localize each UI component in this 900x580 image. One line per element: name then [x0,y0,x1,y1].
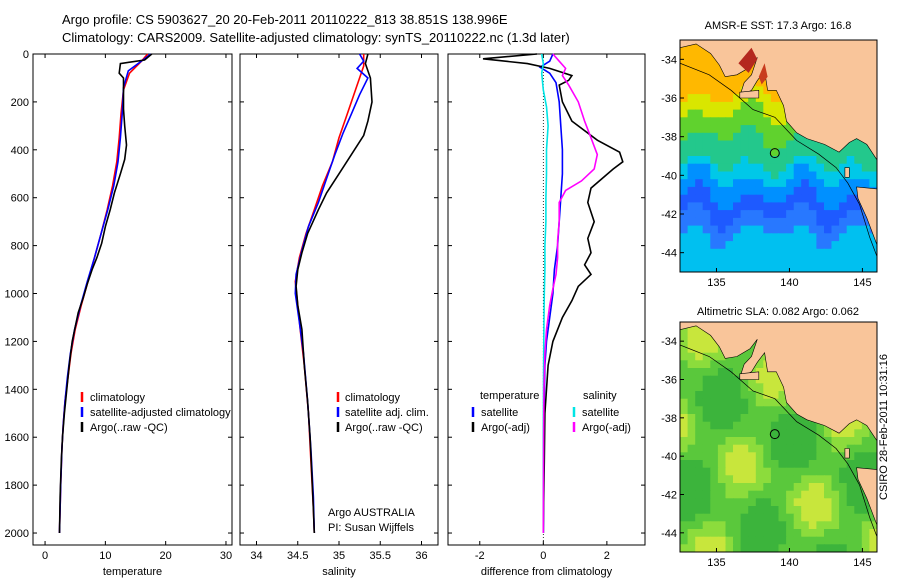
depth-tick-label: 1000 [5,289,29,301]
sst-map-frame [679,39,878,273]
sla-map-title: Altimetric SLA: 0.082 Argo: 0.062 [696,306,860,318]
depth-tick-label: 600 [11,193,29,205]
sla-map-tasmania [856,467,877,526]
sst-map-ytick-label: -40 [661,170,677,182]
legend-label: Argo(-adj) [481,422,530,434]
legend-label: satellite-adjusted climatology [90,407,231,419]
sla-map-ytick-label: -34 [661,336,677,348]
depth-tick-label: 0 [23,49,29,61]
legend-label: Argo(-adj) [582,422,631,434]
sst-map-ytick-label: -34 [661,54,677,66]
legend-label: Argo(..raw -QC) [345,422,423,434]
difference-series-salinity-argo-adj- [542,53,599,534]
salinity-series-argo-raw-qc- [295,53,373,534]
profile-title: Argo profile: CS 5903627_20 20-Feb-2011 … [62,12,508,27]
sla-map-argo-marker [769,429,780,440]
difference-xtick-label: -2 [475,550,485,562]
salinity-xtick-label: 35.5 [370,550,391,562]
legend-label: Argo(..raw -QC) [90,422,168,434]
sst-map: 135 140 145 -34 -36 -38 -40 -42 -44 [661,39,878,289]
difference-plot: -2 0 2 difference from climatology temperatu… [447,53,646,578]
sla-map-xtick-label: 145 [853,557,871,569]
sst-map-tasmania [856,186,877,246]
warm-gulf-water [738,47,758,73]
sst-map-field [680,40,877,272]
salinity-xtick-label: 35 [333,550,345,562]
sla-map-frame [679,321,878,553]
legend-label: satellite adj. clim. [345,407,429,419]
sst-map-shelf-contour [680,62,877,257]
temperature-xtick-label: 20 [160,550,172,562]
difference-series-salinity-satellite [540,53,549,533]
salinity-xtick-label: 34 [250,550,262,562]
temperature-xtick-label: 0 [42,550,48,562]
legend-label: satellite [582,407,619,419]
difference-xlabel: difference from climatology [481,566,613,578]
difference-xtick-label: 0 [540,550,546,562]
legend-label: satellite [481,407,518,419]
sla-map-xtick-label: 135 [707,557,725,569]
sst-map-xtick-label: 135 [707,277,725,289]
sst-map-ytick-label: -36 [661,93,677,105]
depth-tick-label: 1200 [5,336,29,348]
depth-tick-label: 200 [11,97,29,109]
sst-map-ytick-label: -38 [661,132,677,144]
sst-map-ytick-label: -44 [661,248,677,260]
sst-map-title: AMSR-E SST: 17.3 Argo: 16.8 [704,20,852,32]
depth-tick-label: 2000 [5,528,29,540]
temperature-xtick-label: 10 [99,550,111,562]
difference-series-temperature-argo-adj- [482,53,624,534]
legend-label: climatology [345,392,401,404]
salinity-xtick-label: 34.5 [287,550,308,562]
sst-map-kangaroo-island [739,89,760,99]
salinity-xlabel: salinity [322,566,356,578]
sst-map-xtick-label: 145 [853,277,871,289]
sla-map-land [680,322,877,442]
sst-map-argo-marker [769,148,780,159]
sst-map-ytick-label: -42 [661,209,677,221]
sla-map: 135 140 145 -34 -36 -38 -40 -42 -44 [661,321,878,569]
depth-tick-label: 800 [11,241,29,253]
depth-tick-label: 1800 [5,480,29,492]
sla-map-ytick-label: -38 [661,413,677,425]
legend-title-temperature: temperature [480,390,539,402]
sla-map-ytick-label: -40 [661,451,677,463]
difference-frame [447,53,646,546]
sla-map-shelf-contour [680,344,877,537]
sla-map-kangaroo-island [739,371,760,380]
sla-map-ytick-label: -42 [661,490,677,502]
depth-tick-label: 400 [11,145,29,157]
sla-map-ytick-label: -44 [661,528,677,540]
legend-title-salinity: salinity [583,390,617,402]
pi-annotation: PI: Susan Wijffels [328,522,414,534]
salinity-plot: 34 34.5 35 35.5 36 salinity climatology satelli… [239,53,439,578]
float-owner-annotation: Argo AUSTRALIA [328,507,415,519]
sst-map-xtick-label: 140 [780,277,798,289]
sla-map-ytick-label: -36 [661,375,677,387]
salinity-xtick-label: 36 [415,550,427,562]
temperature-plot: 0 10 20 30 0 200 400 600 800 1000 1200 1400 1600 1800… [5,49,233,578]
temperature-frame [32,53,233,546]
difference-xtick-label: 2 [604,550,610,562]
warm-gulf-water [758,63,768,85]
temperature-xtick-label: 30 [220,550,232,562]
temperature-series-argo-raw-qc- [58,53,153,534]
legend-label: climatology [90,392,146,404]
temperature-xlabel: temperature [103,566,162,578]
sla-map-field [680,322,877,552]
csiro-timestamp: CSIRO 28-Feb-2011 10:31:16 [878,354,890,500]
salinity-frame [239,53,439,546]
climatology-subtitle: Climatology: CARS2009. Satellite-adjuste… [62,30,570,45]
depth-tick-label: 1600 [5,432,29,444]
sla-map-king-island [844,448,850,459]
sla-map-xtick-label: 140 [780,557,798,569]
sst-map-king-island [844,167,850,178]
depth-tick-label: 1400 [5,384,29,396]
